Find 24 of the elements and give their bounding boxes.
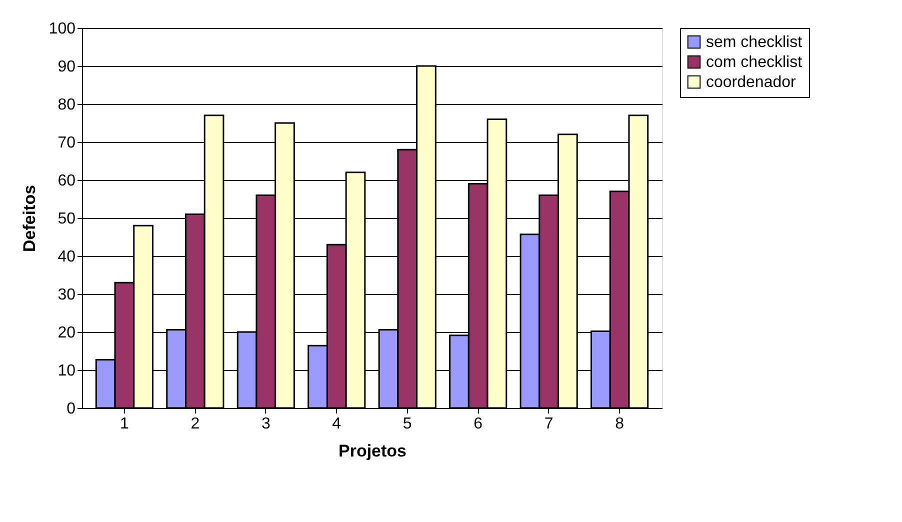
x-tick-label: 7 — [544, 416, 554, 432]
y-tick-label: 80 — [58, 96, 76, 114]
x-tick-label: 5 — [402, 416, 412, 432]
y-tick-label: 70 — [58, 134, 76, 152]
x-tick-label: 2 — [190, 416, 200, 432]
x-axis-title: Projetos — [338, 442, 407, 460]
x-tick-label: 3 — [261, 416, 270, 432]
y-tick-label: 30 — [58, 286, 76, 304]
y-tick-label: 0 — [66, 400, 76, 418]
y-tick-label: 40 — [58, 248, 76, 266]
y-axis-title: Defeitos — [20, 184, 39, 252]
y-tick-label: 90 — [58, 58, 76, 76]
x-tick-label: 1 — [120, 416, 129, 432]
y-tick-label: 100 — [48, 20, 76, 38]
legend-label: coordenador — [706, 74, 797, 91]
y-tick-label: 20 — [58, 324, 76, 342]
legend-label: sem checklist — [706, 34, 803, 51]
x-tick-label: 4 — [332, 416, 342, 432]
legend-label: com checklist — [706, 54, 803, 71]
y-tick-label: 50 — [58, 210, 76, 228]
y-tick-label: 10 — [58, 362, 76, 380]
x-tick-label: 8 — [615, 416, 624, 432]
x-tick-label: 6 — [474, 416, 483, 432]
y-tick-label: 60 — [58, 172, 76, 190]
